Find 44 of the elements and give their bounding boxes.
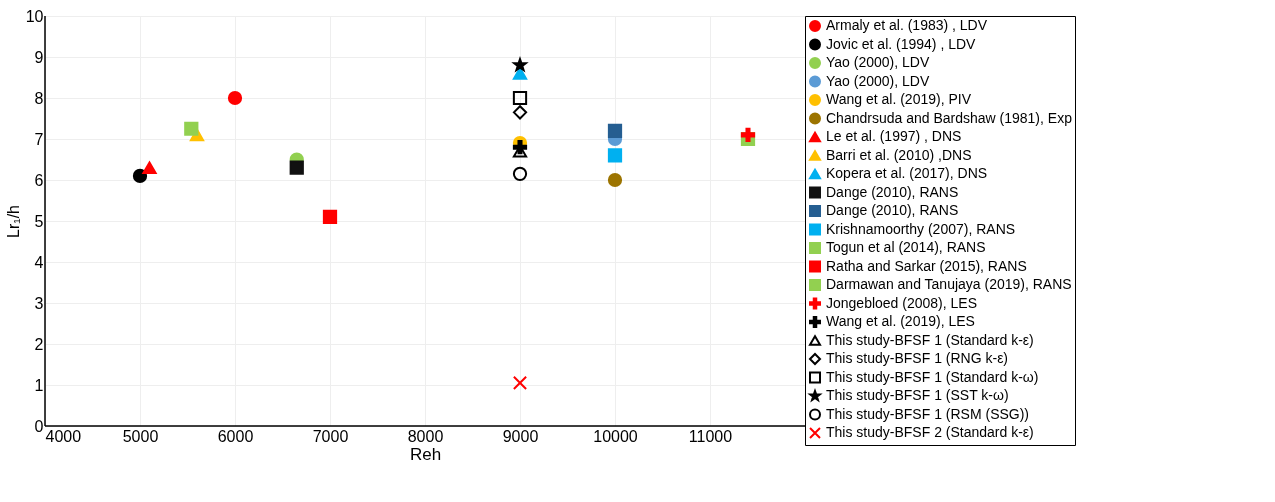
legend-label: Dange (2010), RANS: [826, 202, 959, 218]
legend-label: Jovic et al. (1994) , LDV: [826, 35, 977, 52]
legend-label: Dange (2010), RANS: [826, 183, 959, 200]
y-tick-label: 2: [34, 335, 44, 353]
y-tick-label: 7: [34, 130, 44, 148]
legend-label: This study-BFSF 1 (Standard k-ω): [826, 368, 1039, 385]
y-tick-label: 5: [34, 212, 44, 230]
x-tick-label: 7000: [312, 427, 349, 445]
x-tick-label: 5000: [122, 427, 159, 445]
legend-label: Le et al. (1997) , DNS: [826, 128, 962, 144]
legend-label: Chandrsuda and Bardshaw (1981), Exp: [826, 109, 1073, 126]
legend-label: Wang et al. (2019), LES: [826, 313, 975, 329]
legend-label: Kopera et al. (2017), DNS: [826, 165, 988, 181]
y-axis-title: Lr₁/h: [4, 205, 22, 238]
y-tick-label: 1: [34, 376, 44, 394]
x-tick-label: 9000: [502, 427, 539, 445]
legend-label: Ratha and Sarkar (2015), RANS: [826, 257, 1027, 274]
legend-label: Yao (2000), LDV: [826, 72, 930, 89]
y-tick-label: 3: [34, 294, 44, 312]
x-tick-label: 4000: [45, 427, 82, 445]
legend-label: Barri et al. (2010) ,DNS: [826, 146, 972, 163]
x-axis-title: Reh: [409, 444, 442, 464]
legend-label: This study-BFSF 1 (RNG k-ε): [826, 350, 1009, 366]
legend-label: Darmawan and Tanujaya (2019), RANS: [826, 276, 1072, 292]
y-tick-label: 4: [34, 253, 44, 271]
legend-label: Jongebloed (2008), LES: [826, 294, 977, 311]
legend-label: This study-BFSF 1 (SST k-ω): [826, 387, 1009, 403]
y-tick-label: 10: [25, 7, 44, 25]
y-tick-label: 9: [34, 48, 44, 66]
legend-label: This study-BFSF 2 (Standard k-ε): [826, 424, 1034, 440]
legend-label: Armaly et al. (1983) , LDV: [826, 17, 988, 33]
y-tick-label: 8: [34, 89, 44, 107]
legend-label: Togun et al (2014), RANS: [826, 239, 986, 255]
x-tick-label: 11000: [688, 427, 733, 445]
x-tick-label: 8000: [407, 427, 444, 445]
x-tick-label: 10000: [593, 427, 638, 445]
legend-label: This study-BFSF 1 (Standard k-ε): [826, 331, 1034, 348]
y-tick-label: 0: [34, 417, 44, 435]
legend-label: Yao (2000), LDV: [826, 54, 930, 70]
legend-label: Krishnamoorthy (2007), RANS: [826, 220, 1016, 237]
legend-label: Wang et al. (2019), PIV: [826, 91, 972, 107]
y-tick-label: 6: [34, 171, 44, 189]
x-tick-label: 6000: [217, 427, 254, 445]
legend-label: This study-BFSF 1 (RSM (SSG)): [826, 405, 1030, 422]
